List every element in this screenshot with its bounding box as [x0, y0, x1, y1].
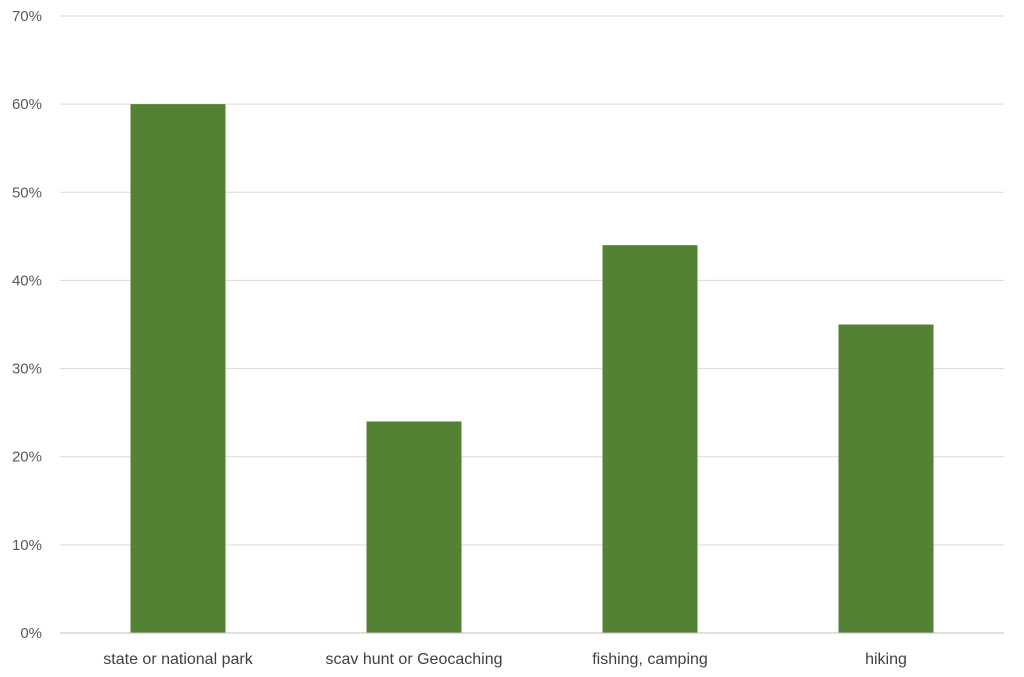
y-tick-label: 10%	[12, 537, 42, 554]
bar	[838, 324, 934, 633]
y-tick-label: 60%	[12, 96, 42, 113]
y-tick-label: 30%	[12, 361, 42, 378]
y-tick-label: 70%	[12, 8, 42, 25]
bars	[130, 104, 934, 633]
x-category-label: fishing, camping	[592, 651, 708, 668]
bar	[130, 104, 226, 633]
bar	[366, 421, 462, 633]
y-axis-tick-labels: 0% 10% 20% 30% 40% 50% 60% 70%	[12, 8, 42, 642]
x-category-label: hiking	[865, 651, 907, 668]
y-tick-label: 0%	[20, 625, 42, 642]
x-category-label: scav hunt or Geocaching	[326, 651, 503, 668]
y-tick-label: 40%	[12, 272, 42, 289]
x-category-label: state or national park	[103, 651, 253, 668]
y-tick-label: 50%	[12, 184, 42, 201]
y-tick-label: 20%	[12, 449, 42, 466]
x-axis-category-labels: state or national park scav hunt or Geoca…	[103, 651, 907, 668]
bar	[602, 245, 698, 633]
